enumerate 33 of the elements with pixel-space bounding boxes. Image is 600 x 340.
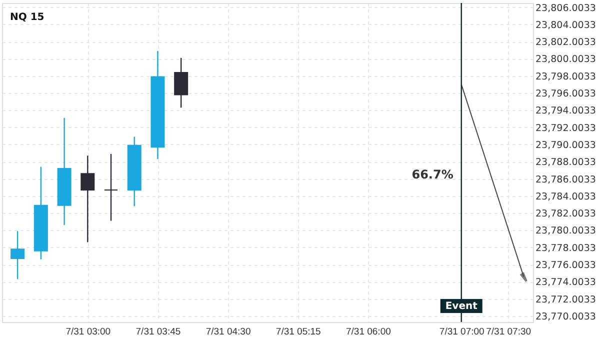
text: NQ 15 [10,12,44,23]
candlestick [174,57,188,108]
x-tick-label: 7/31 06:00 [346,326,391,338]
y-tick-label: 23,778.0033 [536,242,596,254]
y-tick-label: 23,806.0033 [536,2,596,14]
y-tick-label: 23,780.0033 [536,226,596,237]
y-tick-label: 23,770.0033 [536,311,596,322]
y-tick-label: 23,792.0033 [536,122,596,134]
y-tick-label: 23,774.0033 [536,277,596,288]
y-tick-label: 23,804.0033 [536,20,596,31]
y-tick-label: 23,772.0033 [536,294,596,306]
x-tick-label: 7/31 07:00 [439,326,484,338]
y-tick-label: 23,796.0033 [536,88,596,100]
ref-line-label: Event [445,301,478,312]
y-tick-label: 23,794.0033 [536,106,596,117]
x-tick-label: 7/31 03:00 [66,326,111,338]
x-tick-label: 7/31 07:30 [486,326,532,338]
y-tick-label: 23,784.0033 [536,191,596,202]
candlestick [104,153,118,222]
candlestick [10,230,25,280]
y-tick-label: 23,798.0033 [536,71,596,82]
x-tick-label: 7/31 05:15 [276,326,321,338]
y-tick-label: 23,782.0033 [536,208,596,220]
y-tick-label: 23,788.0033 [536,157,596,168]
x-tick-label: 7/31 04:30 [206,326,251,338]
y-tick-label: 23,800.0033 [536,54,596,66]
y-tick-label: 23,776.0033 [536,260,596,272]
x-tick-label: 7/31 03:45 [136,326,181,338]
y-tick-label: 23,802.0033 [536,37,596,48]
annotation: 66.7% [412,168,454,182]
y-tick-label: 23,786.0033 [536,174,596,186]
candlestick [80,155,95,243]
y-tick-label: 23,790.0033 [536,140,596,151]
